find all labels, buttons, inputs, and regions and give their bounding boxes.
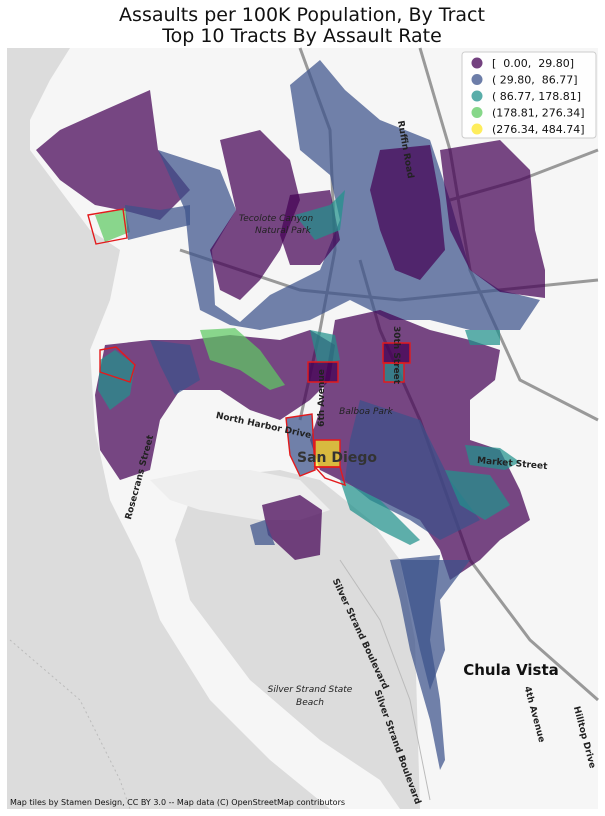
top10-outlines xyxy=(87,208,411,487)
tract xyxy=(384,363,404,382)
top10-tract xyxy=(382,342,411,364)
tract xyxy=(150,340,200,395)
tract xyxy=(95,330,335,480)
legend-marker xyxy=(471,123,483,135)
tract xyxy=(295,190,345,240)
legend-box xyxy=(461,51,597,139)
legend-label: (178.81, 276.34] xyxy=(492,107,585,120)
tract xyxy=(400,560,470,690)
legend-label: [ 0.00, 29.80] xyxy=(492,57,574,70)
tract xyxy=(465,330,500,345)
tract xyxy=(465,445,520,470)
legend-marker xyxy=(471,74,483,85)
attribution: Map tiles by Stamen Design, CC BY 3.0 --… xyxy=(10,798,345,807)
legend: [ 0.00, 29.80] ( 29.80, 86.77] ( 86.77, 17… xyxy=(461,51,597,139)
tract xyxy=(345,400,480,540)
legend-label: ( 29.80, 86.77] xyxy=(492,74,578,87)
tract xyxy=(383,343,410,363)
top10-tract xyxy=(383,362,405,383)
legend-marker xyxy=(471,107,483,118)
title: Assaults per 100K Population, By Tract xyxy=(119,4,485,26)
place-label: Beach xyxy=(296,698,324,708)
tract xyxy=(125,205,190,240)
tract xyxy=(445,470,510,520)
place-label: Silver Strand State xyxy=(268,685,353,695)
tract xyxy=(340,480,420,545)
tract xyxy=(308,362,338,382)
road-label: 30th Street xyxy=(391,326,401,385)
place-label: Balboa Park xyxy=(339,407,393,417)
tract xyxy=(310,330,340,365)
tract xyxy=(95,208,130,242)
tract xyxy=(315,440,340,467)
road-label: 6th Avenue xyxy=(317,369,327,427)
tracts xyxy=(36,60,545,770)
city-label: Chula Vista xyxy=(463,661,559,679)
tract xyxy=(440,140,545,298)
top10-tract xyxy=(313,466,347,487)
tract xyxy=(210,130,300,300)
place-label: Natural Park xyxy=(255,226,312,236)
tract xyxy=(262,495,322,560)
subtitle: Top 10 Tracts By Assault Rate xyxy=(161,25,442,47)
city-label: San Diego xyxy=(297,450,377,466)
legend-marker xyxy=(471,57,483,69)
legend-label: ( 86.77, 178.81] xyxy=(492,90,581,103)
tract xyxy=(158,60,540,330)
legend-marker xyxy=(471,90,483,102)
tract xyxy=(370,145,445,280)
top10-tract xyxy=(307,361,339,383)
top10-tract xyxy=(285,413,316,477)
tract xyxy=(36,90,190,220)
tract xyxy=(250,520,275,545)
tract xyxy=(98,350,135,410)
place-label: Tecolote Canyon xyxy=(239,214,314,224)
legend-label: (276.34, 484.74] xyxy=(492,123,585,136)
top10-tract xyxy=(99,346,136,383)
top10-tract xyxy=(87,208,128,245)
tract xyxy=(200,328,285,390)
